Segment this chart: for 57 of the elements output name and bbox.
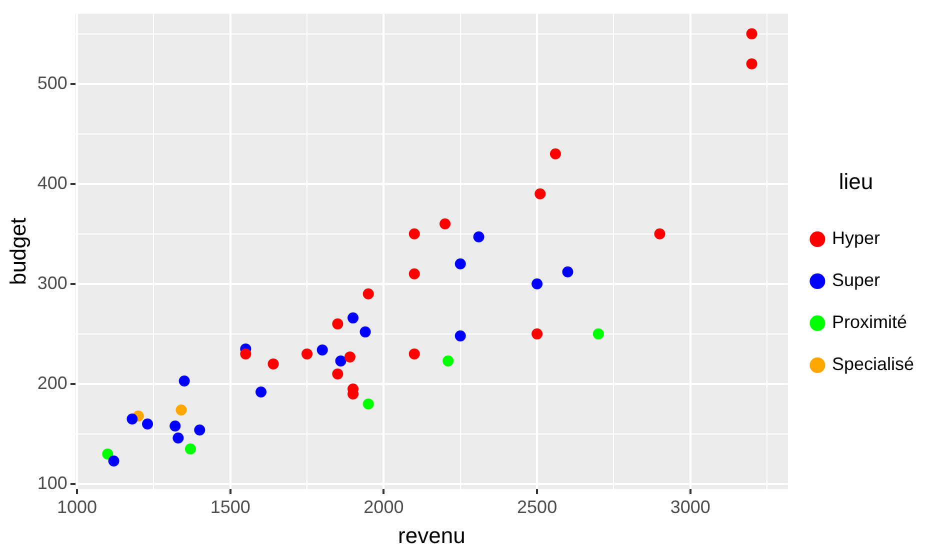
x-tick-label: 1000: [56, 496, 97, 517]
legend-label: Specialisé: [832, 354, 914, 374]
point: [194, 424, 206, 436]
point: [316, 344, 328, 356]
point: [408, 348, 420, 360]
point: [102, 448, 114, 460]
point: [176, 404, 187, 416]
y-tick-label: 200: [37, 372, 68, 393]
point: [332, 368, 344, 380]
point: [268, 358, 279, 370]
y-tick-label: 500: [37, 72, 68, 93]
point: [240, 348, 252, 360]
point: [172, 432, 184, 444]
point: [362, 398, 374, 410]
point: [746, 28, 758, 40]
x-tick-label: 1500: [210, 496, 250, 517]
legend-label: Proximité: [832, 312, 907, 332]
point: [256, 386, 266, 398]
point: [108, 455, 120, 466]
point: [126, 413, 138, 424]
y-tick-label: 100: [37, 472, 68, 493]
legend-title: lieu: [838, 168, 874, 194]
x-tick-label: 2000: [364, 496, 404, 517]
point: [348, 312, 359, 324]
point: [360, 326, 371, 338]
point: [344, 351, 356, 362]
legend-label: Hyper: [832, 228, 880, 248]
y-tick-label: 400: [37, 172, 68, 193]
point: [170, 420, 181, 432]
point: [440, 218, 451, 230]
point: [454, 258, 466, 270]
point: [408, 268, 420, 280]
point: [442, 355, 454, 366]
point: [184, 443, 196, 454]
point: [142, 418, 154, 430]
point: [534, 188, 546, 200]
x-axis-title: revenu: [398, 522, 466, 548]
point: [408, 228, 420, 240]
point: [454, 330, 466, 342]
point: [362, 288, 374, 300]
point: [550, 148, 561, 160]
point: [335, 355, 346, 366]
point: [302, 348, 313, 360]
x-tick-label: 3000: [670, 496, 710, 517]
x-tick-label: 2500: [517, 496, 558, 517]
point: [746, 58, 758, 70]
legend-label: Super: [832, 270, 880, 290]
point: [473, 231, 484, 242]
y-axis-title: budget: [5, 218, 30, 286]
point: [332, 318, 344, 330]
point: [562, 266, 574, 278]
point: [532, 278, 543, 290]
point: [592, 328, 604, 340]
y-tick-label: 300: [37, 272, 68, 293]
point: [532, 328, 543, 340]
point: [654, 228, 666, 240]
point: [178, 375, 190, 386]
